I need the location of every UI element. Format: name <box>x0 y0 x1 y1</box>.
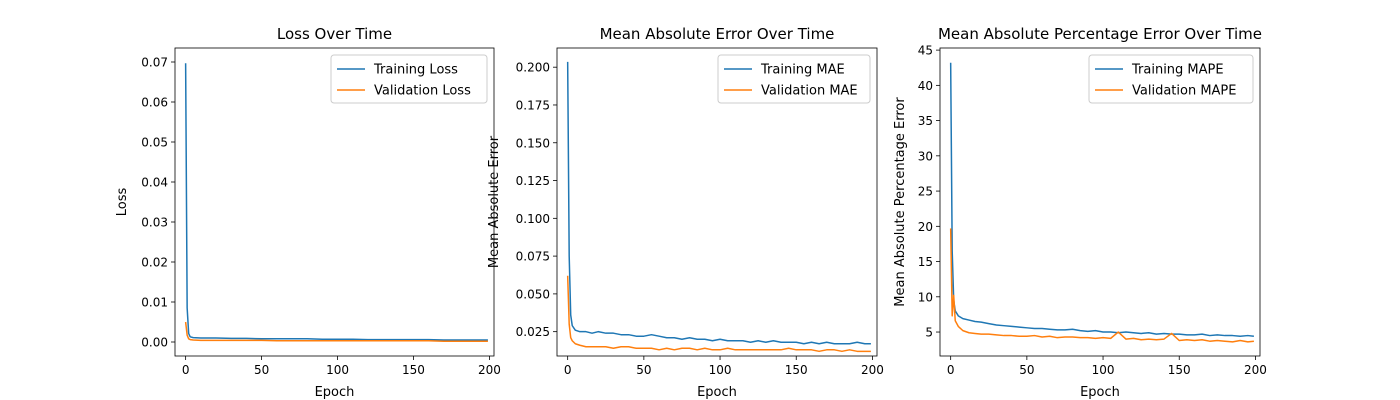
y-tick-label: 0.05 <box>141 136 168 150</box>
x-axis-label: Epoch <box>1080 385 1120 400</box>
x-tick-label: 100 <box>1092 363 1115 377</box>
y-tick-label: 0.150 <box>516 136 550 150</box>
y-tick-label: 0.06 <box>141 96 168 110</box>
x-tick-label: 100 <box>326 363 349 377</box>
legend-label: Validation MAE <box>761 84 858 99</box>
x-axis-label: Epoch <box>315 385 355 400</box>
x-tick-label: 0 <box>947 363 955 377</box>
y-tick-label: 0.01 <box>141 296 168 310</box>
series-line-validation <box>566 275 871 353</box>
legend-box <box>717 54 871 104</box>
x-tick-label: 0 <box>564 363 572 377</box>
x-tick-label: 50 <box>254 363 269 377</box>
x-axis-label: Epoch <box>697 385 737 400</box>
x-tick-label: 200 <box>1244 363 1267 377</box>
chart-panel-3: 0 50 100 150 200 5 10 15 20 25 30 35 40 45 Mean Absolu… <box>893 25 1267 400</box>
y-tick-label: 0.04 <box>141 176 168 190</box>
x-tick-label: 150 <box>402 363 425 377</box>
x-tick-label: 50 <box>1019 363 1034 377</box>
y-tick-label: 20 <box>918 220 933 234</box>
y-tick-label: 0.050 <box>516 287 550 301</box>
y-tick-label: 0.03 <box>141 216 168 230</box>
legend-label: Training Loss <box>373 63 458 78</box>
x-tick-label: 50 <box>636 363 651 377</box>
legend-label: Validation MAPE <box>1132 84 1237 99</box>
series-line-validation <box>949 228 1254 343</box>
y-axis-label: Mean Absolute Error <box>487 135 502 268</box>
chart-title: Mean Absolute Percentage Error Over Time <box>938 25 1262 43</box>
y-tick-label: 45 <box>918 44 933 58</box>
x-tick-label: 200 <box>861 363 884 377</box>
chart-panel-1: 0 50 100 150 200 0.00 0.01 0.02 0.03 0.04 0.05 0.06… <box>115 25 501 400</box>
series-line-training <box>184 63 488 341</box>
legend: Training MAE Validation MAE <box>717 54 871 104</box>
chart-title: Mean Absolute Error Over Time <box>600 25 835 43</box>
axes-frame <box>556 47 878 357</box>
y-axis-label: Loss <box>115 188 130 217</box>
y-axis-label: Mean Absolute Percentage Error <box>893 97 908 307</box>
y-tick-label: 30 <box>918 149 933 163</box>
x-tick-label: 150 <box>1168 363 1191 377</box>
y-tick-label: 0.075 <box>516 250 550 264</box>
legend-box <box>1088 54 1254 104</box>
y-tick-label: 15 <box>918 255 933 269</box>
x-tick-label: 150 <box>785 363 808 377</box>
y-tick-label: 35 <box>918 114 933 128</box>
legend: Training Loss Validation Loss <box>330 54 488 104</box>
series-line-validation <box>184 321 488 342</box>
y-tick-label: 0.100 <box>516 212 550 226</box>
y-tick-label: 5 <box>925 326 933 340</box>
y-tick-label: 0.02 <box>141 256 168 270</box>
series-line-training <box>949 62 1254 338</box>
y-tick-label: 0.025 <box>516 325 550 339</box>
y-tick-label: 25 <box>918 185 933 199</box>
legend-box <box>330 54 488 104</box>
legend-label: Training MAE <box>760 63 845 78</box>
x-tick-label: 100 <box>709 363 732 377</box>
x-tick-label: 200 <box>478 363 501 377</box>
series-line-training <box>566 61 871 345</box>
x-tick-label: 0 <box>182 363 190 377</box>
legend: Training MAPE Validation MAPE <box>1088 54 1254 104</box>
y-tick-label: 0.200 <box>516 61 550 75</box>
y-tick-label: 10 <box>918 290 933 304</box>
y-tick-label: 0.125 <box>516 174 550 188</box>
y-tick-label: 0.175 <box>516 98 550 112</box>
axes-frame <box>939 47 1261 357</box>
y-tick-label: 0.00 <box>141 336 168 350</box>
y-tick-label: 40 <box>918 79 933 93</box>
chart-title: Loss Over Time <box>277 25 392 43</box>
y-tick-label: 0.07 <box>141 56 168 70</box>
axes-frame <box>174 47 495 357</box>
chart-panel-2: 0 50 100 150 200 0.025 0.050 0.075 0.100 0.125 0.1… <box>487 25 884 400</box>
legend-label: Validation Loss <box>374 84 471 99</box>
legend-label: Training MAPE <box>1131 63 1224 78</box>
